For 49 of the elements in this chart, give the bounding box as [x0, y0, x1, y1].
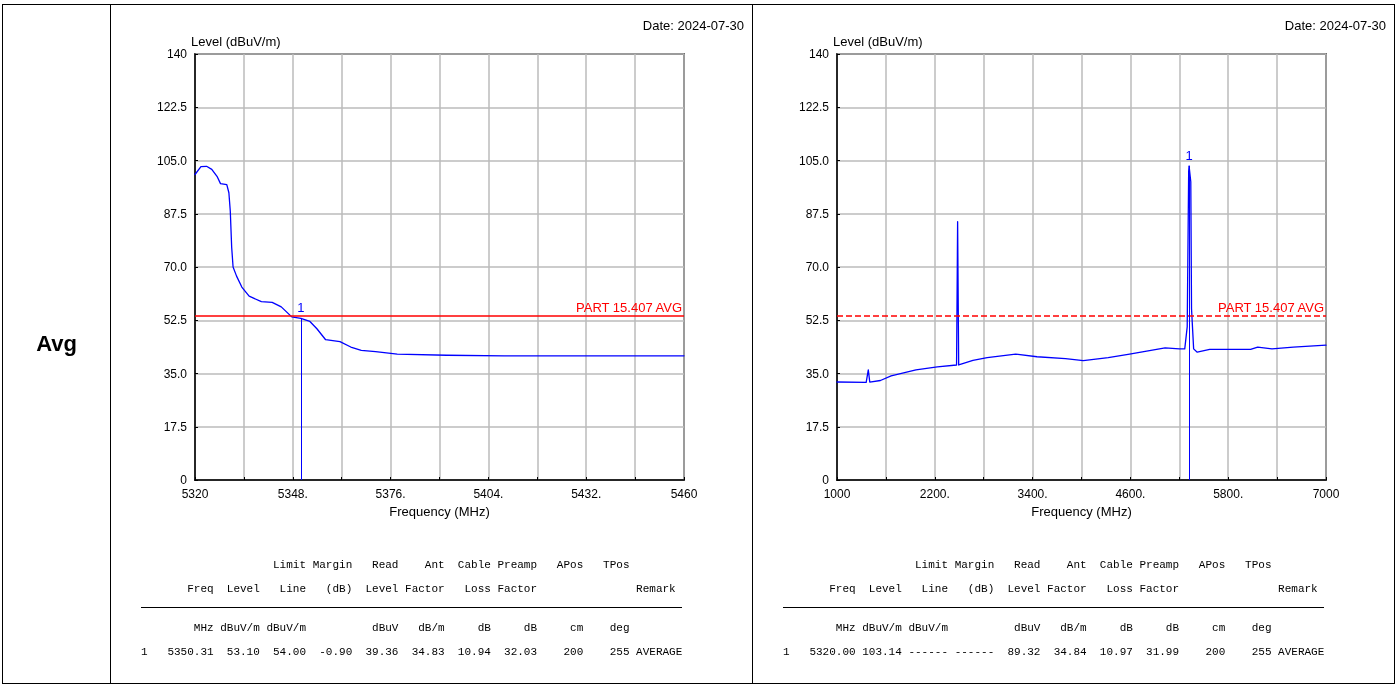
text: MHz dBuV/m dBuV/m dBuV dB/m dB dB cm deg [834, 621, 1273, 636]
x-tick-label: 3400. [1017, 487, 1048, 501]
y-tick-label: 35.0 [163, 366, 188, 381]
x-tick-label: 5376. [375, 487, 406, 501]
y-tick-label: 87.5 [805, 206, 830, 221]
y-tick-label: 70.0 [805, 260, 830, 274]
y-tick-label: 52.5 [163, 313, 188, 328]
x-tick-label: 5432. [571, 487, 602, 501]
x-axis-title: Frequency (MHz) [1031, 503, 1132, 519]
x-tick-label: 2200. [919, 487, 950, 501]
x-tick-label: 1000 [823, 487, 851, 501]
y-tick-label: 0 [180, 473, 188, 487]
ref-line-label: PART 15.407 AVG [1218, 299, 1324, 315]
text: 1 5320.00 103.14 ------ ------ 89.32 34.84 10.97 31.99 200 255 AVERAGE [783, 645, 1325, 660]
x-tick-label: 4600. [1115, 487, 1146, 501]
y-tick-label: 52.5 [805, 313, 830, 328]
x-tick-label: 5348. [277, 487, 308, 501]
y-tick-label: 140 [808, 47, 830, 61]
y-tick-label: 122.5 [798, 100, 830, 115]
x-tick-label: 7000 [1312, 487, 1340, 501]
y-axis-title: Level (dBuV/m) [191, 34, 281, 49]
annotation: 1 [297, 299, 305, 315]
annotation: 1 [1185, 147, 1193, 163]
text: MHz dBuV/m dBuV/m dBuV dB/m dB dB cm deg [192, 621, 631, 636]
ref-line-label: PART 15.407 AVG [576, 299, 682, 315]
text: Avg [3, 5, 111, 683]
y-tick-label: 70.0 [163, 260, 188, 274]
text: Limit Margin Read Ant Cable Preamp APos TPos [272, 558, 631, 573]
text: Date: 2024-07-30 [1284, 18, 1387, 33]
x-tick-label: 5320 [181, 487, 209, 501]
text: 1 5350.31 53.10 54.00 -0.90 39.36 34.83 10.94 32.03 200 255 AVERAGE [141, 645, 683, 660]
y-tick-label: 105.0 [798, 153, 830, 168]
x-tick-label: 5460 [670, 487, 698, 501]
x-tick-label: 5404. [473, 487, 504, 501]
x-tick-label: 5800. [1213, 487, 1244, 501]
y-tick-label: 140 [166, 47, 188, 61]
y-tick-label: 122.5 [156, 100, 188, 115]
y-axis-title: Level (dBuV/m) [833, 34, 923, 49]
y-tick-label: 35.0 [805, 366, 830, 381]
text: Freq Level Line (dB) Level Factor Loss Factor Remark [186, 582, 677, 597]
y-tick-label: 87.5 [163, 206, 188, 221]
text: Limit Margin Read Ant Cable Preamp APos TPos [914, 558, 1273, 573]
y-tick-label: 17.5 [805, 419, 830, 434]
y-tick-label: 105.0 [156, 153, 188, 168]
x-axis-title: Frequency (MHz) [389, 503, 490, 519]
text: Date: 2024-07-30 [642, 18, 745, 33]
y-tick-label: 0 [822, 473, 830, 487]
y-tick-label: 17.5 [163, 419, 188, 434]
text: Freq Level Line (dB) Level Factor Loss Factor Remark [828, 582, 1319, 597]
